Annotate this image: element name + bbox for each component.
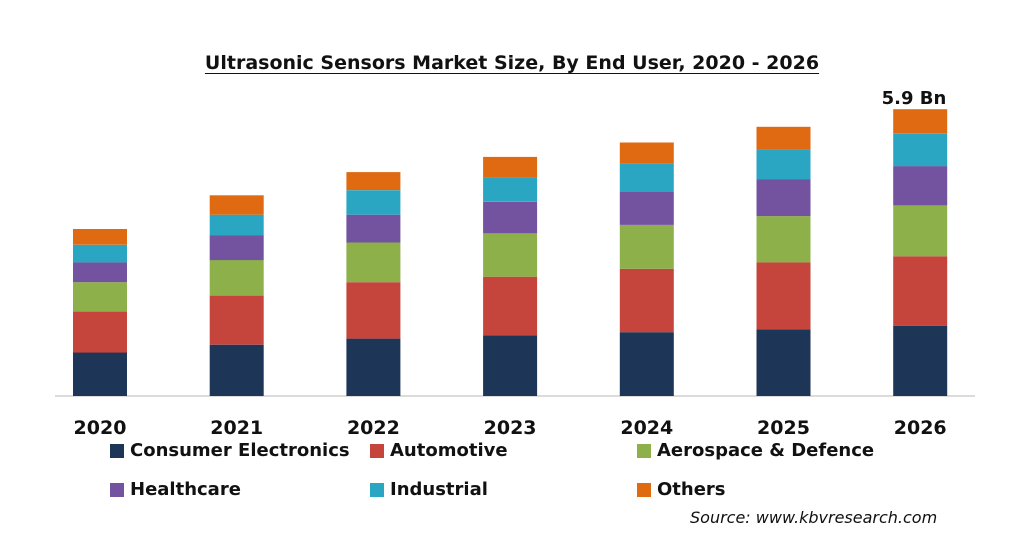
- bar-segment: [619, 142, 674, 164]
- bar-segment: [619, 163, 674, 192]
- bar-segment: [893, 256, 948, 326]
- bar-segment: [73, 244, 127, 263]
- bar-segment: [73, 262, 127, 283]
- bar-segment: [893, 133, 948, 167]
- legend-item-aerospace-defence: Aerospace & Defence: [637, 440, 874, 461]
- bar-segment: [893, 205, 948, 257]
- legend-swatch: [110, 482, 124, 497]
- bar-segment: [73, 311, 127, 353]
- bar-segment: [756, 216, 811, 263]
- bar-segment: [73, 229, 127, 245]
- legend-swatch: [637, 482, 651, 497]
- bar-segment: [209, 344, 264, 396]
- legend-item-others: Others: [637, 479, 726, 500]
- bar-segment: [346, 338, 401, 396]
- legend-item-consumer-electronics: Consumer Electronics: [110, 440, 350, 461]
- legend-label: Others: [657, 479, 726, 500]
- x-tick-label: 2021: [210, 417, 263, 439]
- bar-segment: [209, 195, 264, 215]
- bar-segment: [209, 214, 264, 236]
- legend-label: Healthcare: [130, 479, 241, 500]
- bar-segment: [483, 156, 538, 178]
- x-tick-label: 2025: [757, 417, 810, 439]
- bar-segment: [73, 352, 127, 396]
- x-tick-label: 2026: [894, 417, 947, 439]
- legend-swatch: [110, 443, 124, 458]
- bar-segment: [346, 190, 401, 215]
- bar-segment: [756, 126, 811, 150]
- legend-item-healthcare: Healthcare: [110, 479, 241, 500]
- x-tick-label: 2024: [620, 417, 673, 439]
- bar-segment: [209, 295, 264, 345]
- bar-segment: [483, 335, 538, 396]
- bar-segment: [483, 276, 538, 336]
- bar-segment: [209, 235, 264, 261]
- bar-segment: [756, 262, 811, 330]
- legend-label: Aerospace & Defence: [657, 440, 875, 461]
- bar-segment: [619, 191, 674, 225]
- source-note: Source: www.kbvresearch.com: [690, 508, 938, 527]
- bar-segment: [619, 332, 674, 396]
- x-tick-label: 2020: [74, 417, 127, 439]
- bar-segment: [756, 179, 811, 217]
- legend-label: Consumer Electronics: [130, 440, 350, 461]
- legend-label: Industrial: [390, 479, 488, 500]
- legend-swatch: [637, 443, 651, 458]
- bar-segment: [483, 201, 538, 234]
- legend-item-industrial: Industrial: [370, 479, 488, 500]
- bar-segment: [619, 268, 674, 333]
- x-tick-label: 2022: [347, 417, 400, 439]
- bar-segment: [346, 242, 401, 283]
- bar-segment: [893, 325, 948, 396]
- legend-swatch: [370, 482, 384, 497]
- bar-segment: [756, 329, 811, 396]
- bar-segment: [346, 214, 401, 243]
- bar-segment: [346, 282, 401, 339]
- legend-swatch: [370, 443, 384, 458]
- legend-item-automotive: Automotive: [370, 440, 508, 461]
- total-annotation: 5.9 Bn: [881, 88, 947, 109]
- bar-segment: [893, 109, 948, 134]
- legend-label: Automotive: [390, 440, 508, 461]
- bar-segment: [756, 149, 811, 179]
- bar-segment: [893, 166, 948, 206]
- bar-segment: [73, 282, 127, 312]
- bar-segment: [346, 172, 401, 191]
- bar-segment: [483, 177, 538, 202]
- bar-segment: [483, 233, 538, 277]
- x-tick-label: 2023: [484, 417, 537, 439]
- chart-title: Ultrasonic Sensors Market Size, By End U…: [204, 52, 820, 74]
- bar-segment: [209, 260, 264, 296]
- bar-segment: [619, 224, 674, 269]
